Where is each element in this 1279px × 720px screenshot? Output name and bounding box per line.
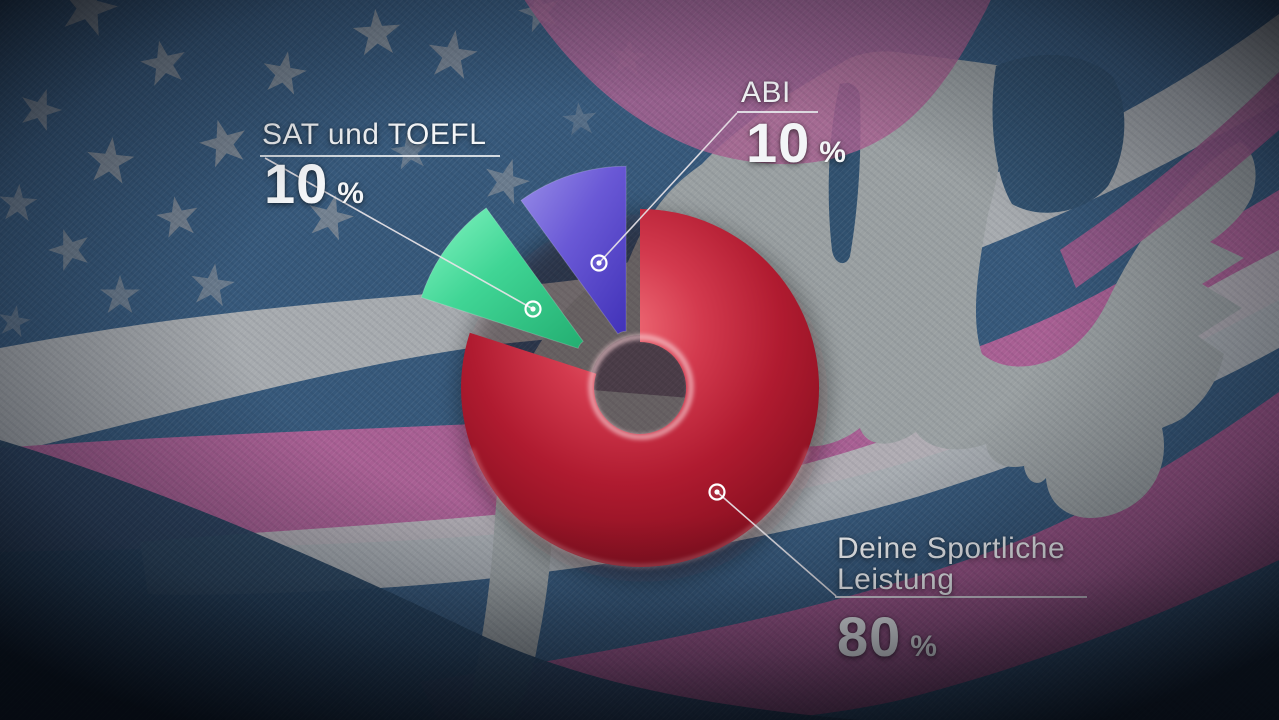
callout-sport-title-line1: Deine Sportliche	[837, 532, 1066, 565]
callout-sat-percent-sign: %	[337, 177, 364, 210]
callout-sport-value: 80 %	[837, 609, 1065, 665]
marker-abi	[590, 254, 608, 272]
callout-abi-number: 10	[746, 111, 811, 174]
marker-sport	[708, 483, 726, 501]
callout-sport-number: 80	[837, 605, 902, 668]
callout-abi-percent-sign: %	[819, 136, 846, 169]
marker-sat	[524, 300, 542, 318]
callout-abi-title: ABI	[741, 76, 791, 109]
callout-sat-value: 10 %	[264, 156, 486, 212]
callout-sportliche-leistung: Deine Sportliche Leistung 80 %	[837, 533, 1065, 665]
callout-sat-title: SAT und TOEFL	[262, 118, 487, 151]
callout-abi: ABI 10 %	[741, 77, 846, 171]
callout-sat-number: 10	[264, 152, 329, 215]
callout-sport-percent-sign: %	[910, 630, 937, 663]
callout-abi-value: 10 %	[746, 115, 846, 171]
callout-sat-und-toefl: SAT und TOEFL 10 %	[262, 119, 486, 212]
callout-sport-title-line2: Leistung	[837, 563, 955, 596]
